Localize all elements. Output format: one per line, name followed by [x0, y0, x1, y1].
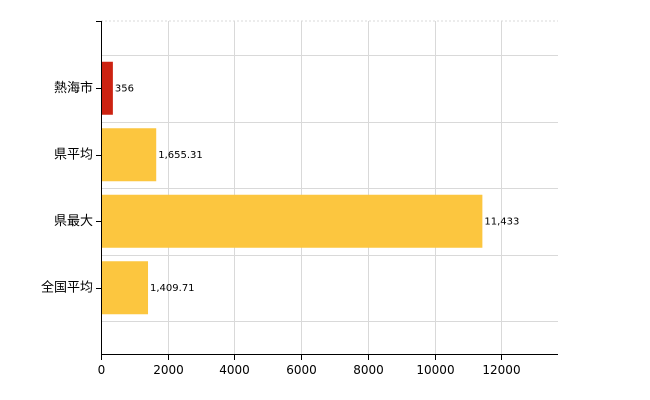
- data-label: 1,655.31: [158, 150, 203, 161]
- bar: [101, 61, 113, 115]
- x-tick-label: 8000: [353, 363, 384, 377]
- bar-layer: [101, 61, 483, 315]
- x-tick-label: 10000: [416, 363, 454, 377]
- category-label: 県平均: [54, 147, 93, 162]
- category-label: 全国平均: [41, 279, 93, 295]
- bar: [101, 261, 149, 315]
- x-tick-label: 12000: [482, 363, 520, 377]
- data-label: 356: [115, 83, 134, 94]
- x-tick-label: 4000: [219, 363, 250, 377]
- bar: [101, 128, 157, 182]
- x-tick-label: 6000: [286, 363, 317, 377]
- data-label: 1,409.71: [150, 283, 195, 294]
- x-tick-label: 2000: [153, 363, 184, 377]
- grid-layer: [101, 20, 558, 354]
- axis-layer: [96, 21, 558, 360]
- category-label: 県最大: [54, 214, 93, 229]
- data-label: 11,433: [484, 216, 519, 227]
- category-label: 熱海市: [54, 80, 93, 96]
- x-tick-label: 0: [98, 363, 106, 377]
- bar: [101, 194, 483, 248]
- label-layer: 熱海市 356 県平均 1,655.31 県最大 11,433 全国平均 1,409.71 0 2…: [41, 80, 521, 377]
